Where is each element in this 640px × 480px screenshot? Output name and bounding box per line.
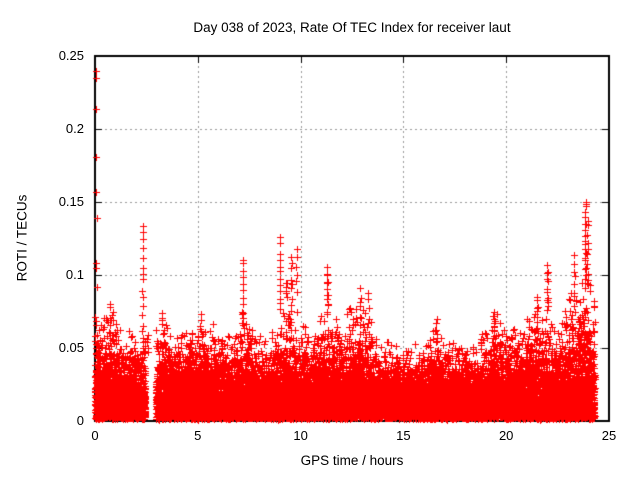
- y-tick-label-0.1: 0.1: [65, 267, 84, 282]
- x-axis-title: GPS time / hours: [300, 453, 404, 468]
- y-tick-label-0.15: 0.15: [58, 194, 84, 209]
- y-tick-label-0.05: 0.05: [58, 340, 84, 355]
- x-tick-label-15: 15: [396, 428, 411, 443]
- x-tick-label-5: 5: [194, 428, 202, 443]
- y-tick-label-0: 0: [76, 413, 84, 428]
- chart-title: Day 038 of 2023, Rate Of TEC Index for r…: [193, 20, 511, 35]
- y-tick-label-0.25: 0.25: [58, 48, 84, 63]
- x-tick-label-20: 20: [498, 428, 514, 443]
- x-tick-label-0: 0: [91, 428, 99, 443]
- x-tick-label-25: 25: [601, 428, 617, 443]
- y-tick-label-0.2: 0.2: [65, 121, 84, 136]
- x-tick-label-10: 10: [293, 428, 308, 443]
